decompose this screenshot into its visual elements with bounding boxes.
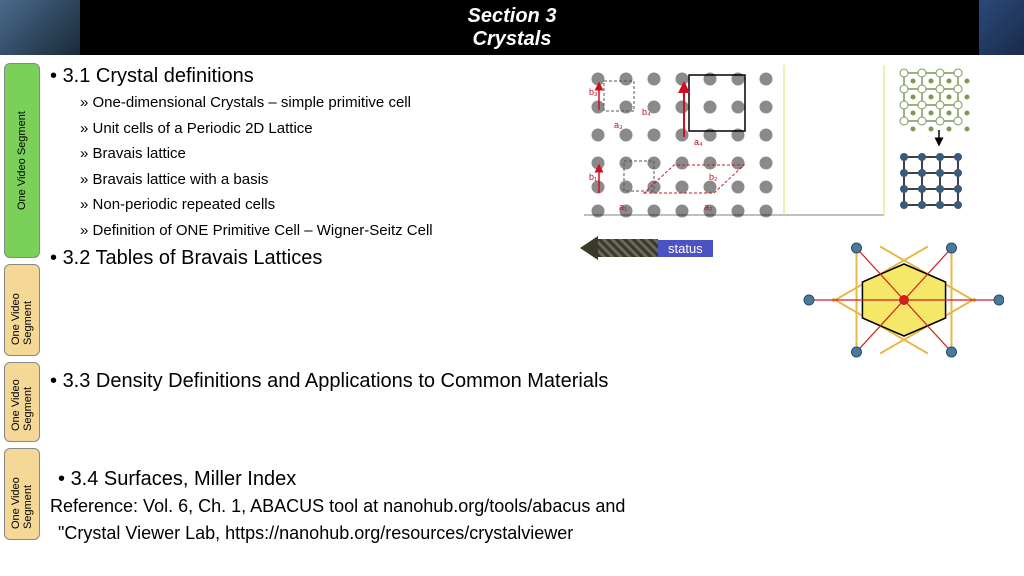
video-segment-1: One Video Segment xyxy=(4,63,40,258)
lattice-figure: b₃ b₄ a₃ a₄ b₁ b₂ a₁ a₂ xyxy=(584,65,1004,235)
label-a3: a₃ xyxy=(614,120,623,130)
video-segment-4: One Video Segment xyxy=(4,448,40,540)
right-lattice-open xyxy=(900,69,970,132)
header-title-1: Section 3 xyxy=(468,5,557,28)
header-title-2: Crystals xyxy=(473,28,552,51)
arrow-body xyxy=(598,239,658,257)
label-a2: a₂ xyxy=(704,202,713,212)
slide-header: Section 3 Crystals xyxy=(0,0,1024,55)
main-content: 3.1 Crystal definitions One-dimensional … xyxy=(40,55,1024,576)
right-lattice-filled xyxy=(900,153,962,209)
video-segment-sidebar: One Video Segment One Video Segment One … xyxy=(0,55,40,576)
label-b3: b₃ xyxy=(589,87,598,97)
label-b2: b₂ xyxy=(709,172,718,182)
reference-line-1: Reference: Vol. 6, Ch. 1, ABACUS tool at… xyxy=(50,493,1014,520)
label-b4: b₄ xyxy=(642,107,651,117)
status-arrow: status xyxy=(580,237,740,259)
section-3-4-title: 3.4 Surfaces, Miller Index xyxy=(58,468,1014,491)
header-deco-left xyxy=(0,0,80,55)
label-a1: a₁ xyxy=(619,202,627,212)
status-label: status xyxy=(658,240,713,257)
wigner-seitz-figure xyxy=(764,225,1004,385)
label-a4: a₄ xyxy=(694,137,703,147)
video-segment-2: One Video Segment xyxy=(4,264,40,356)
content-area: One Video Segment One Video Segment One … xyxy=(0,55,1024,576)
video-segment-3: One Video Segment xyxy=(4,362,40,442)
arrow-left-icon xyxy=(580,236,598,260)
reference-line-2: "Crystal Viewer Lab, https://nanohub.org… xyxy=(58,520,1014,547)
label-b1: b₁ xyxy=(589,172,597,182)
header-deco-right xyxy=(979,0,1024,55)
